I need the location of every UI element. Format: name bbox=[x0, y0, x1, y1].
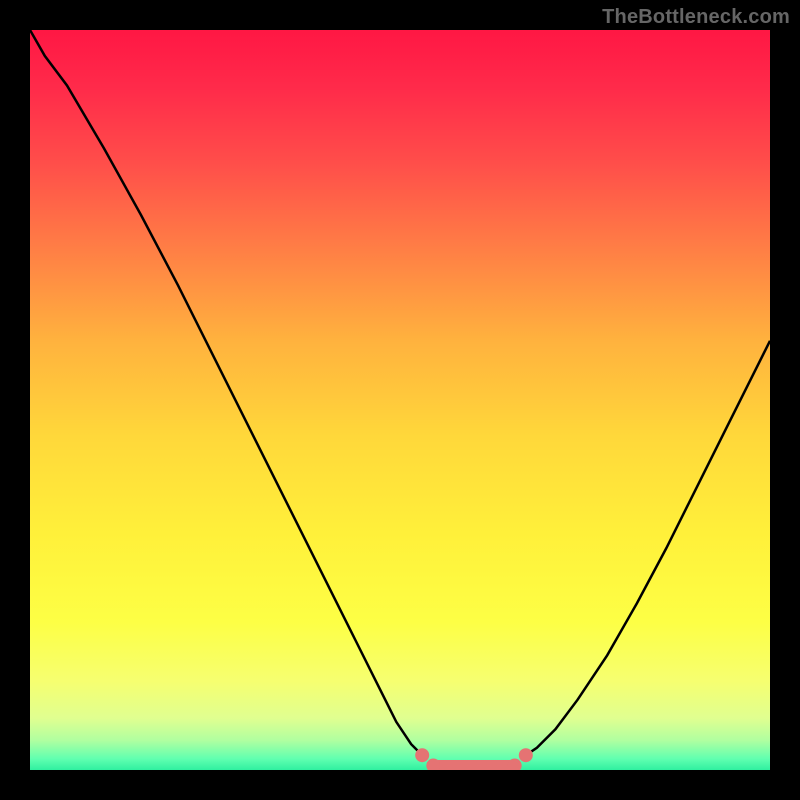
bottleneck-chart bbox=[30, 30, 770, 770]
watermark-text: TheBottleneck.com bbox=[602, 6, 790, 29]
bottom-markers bbox=[30, 30, 770, 770]
